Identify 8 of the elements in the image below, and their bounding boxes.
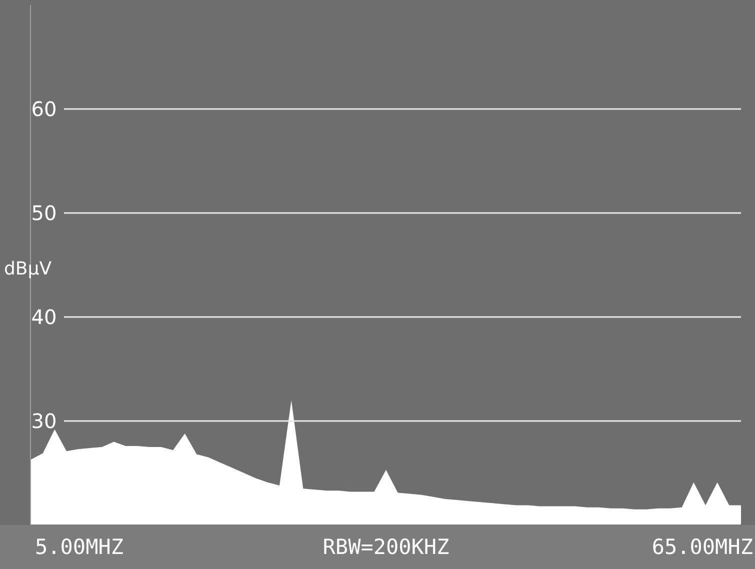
text: 65.00MHZ xyxy=(652,535,753,559)
y-axis-title: dBμV xyxy=(4,258,52,280)
y-tick-label: 60 xyxy=(31,97,57,121)
y-tick-label: 40 xyxy=(31,305,57,329)
y-tick-label: 30 xyxy=(31,409,57,433)
y-tick-label: 50 xyxy=(31,201,57,225)
text: RBW=200KHZ xyxy=(322,535,450,559)
text: 5.00MHZ xyxy=(35,535,124,559)
